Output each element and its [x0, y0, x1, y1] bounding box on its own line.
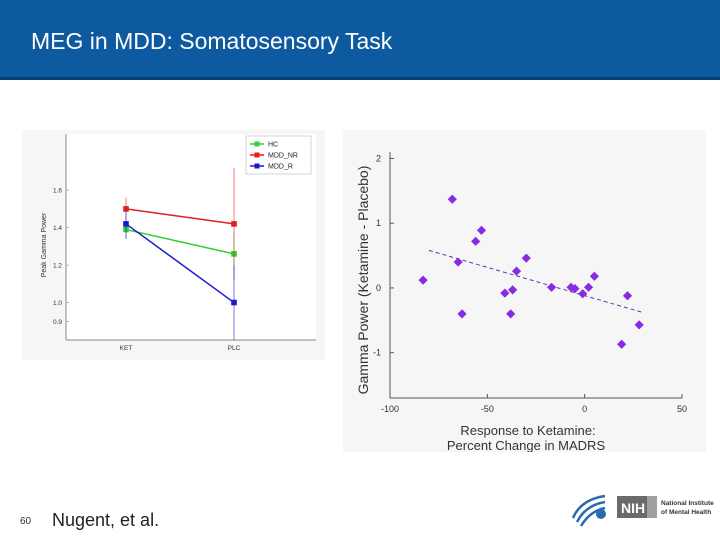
tick-marks-and-labels: -100 -50 0 50 2 1 0 -1	[373, 153, 687, 414]
logo-graphic: NIH National Institute of Mental Health	[571, 494, 714, 527]
series-line	[125, 208, 235, 225]
y-tick-label: 1.2	[53, 263, 62, 270]
scatter-point	[578, 289, 588, 299]
legend-label: HC	[268, 142, 278, 149]
x-tick-label: 0	[582, 404, 587, 414]
scatter-point	[453, 257, 463, 267]
legend-label: MDD_R	[268, 164, 293, 171]
y-tick-label: 1.0	[53, 300, 62, 307]
data-points	[418, 194, 644, 349]
scatter-point	[500, 288, 510, 298]
scatter-point	[511, 266, 522, 276]
data-point	[231, 299, 237, 306]
nih-text: NIH	[621, 500, 645, 516]
scatter-point	[471, 236, 481, 246]
line-chart-panel: 0.9 1.0 1.2 1.4 1.6 KET PLC Peak Gamma Power …	[22, 130, 325, 360]
hhs-eagle-icon	[571, 494, 606, 527]
x-axis-label-line2: Percent Change in MADRS	[447, 438, 606, 452]
slide-header: MEG in MDD: Somatosensory Task	[0, 0, 720, 80]
nih-nimh-logo: NIH National Institute of Mental Health	[565, 484, 715, 532]
series-line	[125, 223, 235, 304]
legend-entries: HC MDD_NR MDD_R	[250, 141, 298, 171]
y-axis-label: Gamma Power (Ketamine - Placebo)	[355, 166, 371, 395]
institute-line2: of Mental Health	[661, 509, 711, 516]
y-tick-label: -1	[373, 348, 381, 358]
line-chart: 0.91.01.21.41.6 KET PLC Peak Gamma Power …	[41, 134, 316, 352]
scatter-point	[634, 320, 644, 330]
legend: HC MDD_NR MDD_R	[245, 135, 312, 175]
nih-badge	[617, 496, 647, 518]
series-lines	[123, 167, 237, 340]
institute-badge	[647, 496, 657, 518]
page-number: 60	[20, 516, 32, 527]
scatter-chart: -100 -50 0 50 2 1 0 -1 Gamma Power (Ketamine - …	[355, 152, 687, 453]
slide-title: MEG in MDD: Somatosensory Task	[31, 28, 393, 54]
scatter-point	[617, 339, 627, 349]
scatter-point	[418, 275, 428, 285]
series-line	[125, 228, 235, 255]
scatter-point	[476, 225, 487, 235]
y-axis-label: Peak Gamma Power	[41, 212, 48, 277]
x-tick-labels: KET PLC	[120, 345, 241, 352]
y-tick-label: 0	[376, 283, 381, 293]
scatter-point	[583, 282, 594, 292]
institute-line1: National Institute	[661, 500, 714, 507]
y-tick-labels: 0.9 1.0 1.2 1.4 1.6	[53, 188, 69, 326]
scatter-point	[622, 291, 633, 301]
citation: Nugent, et al.	[52, 510, 160, 530]
y-tick-label: 2	[376, 153, 381, 163]
data-point	[123, 221, 129, 227]
x-tick-label: PLC	[228, 345, 241, 352]
x-tick-label: 50	[677, 404, 687, 414]
data-point	[231, 221, 237, 227]
scatter-point	[589, 271, 599, 281]
scatter-point	[457, 309, 467, 319]
x-tick-label: -100	[381, 404, 399, 414]
x-axis-label-line1: Response to Ketamine:	[460, 423, 595, 438]
scatter-point	[506, 309, 516, 319]
legend-swatch-marker	[254, 141, 260, 147]
y-tick-label: 0.9	[53, 319, 62, 326]
x-tick-label: KET	[120, 345, 133, 352]
legend-swatch-marker	[254, 152, 260, 158]
y-tick-label: 1.6	[53, 188, 62, 195]
trendline	[428, 249, 644, 314]
legend-swatch-marker	[254, 163, 260, 169]
y-tick-label: 1	[376, 218, 381, 228]
legend-label: MDD_NR	[268, 153, 298, 160]
scatter-point	[521, 253, 531, 263]
x-tick-label: -50	[481, 404, 494, 414]
y-tick-label: 1.4	[53, 225, 62, 232]
scatter-point	[447, 194, 457, 204]
scatter-chart-panel: -100 -50 0 50 2 1 0 -1 Gamma Power (Ketamine - …	[343, 130, 706, 453]
scatter-point	[546, 282, 557, 292]
series-mdd-r	[123, 208, 237, 340]
